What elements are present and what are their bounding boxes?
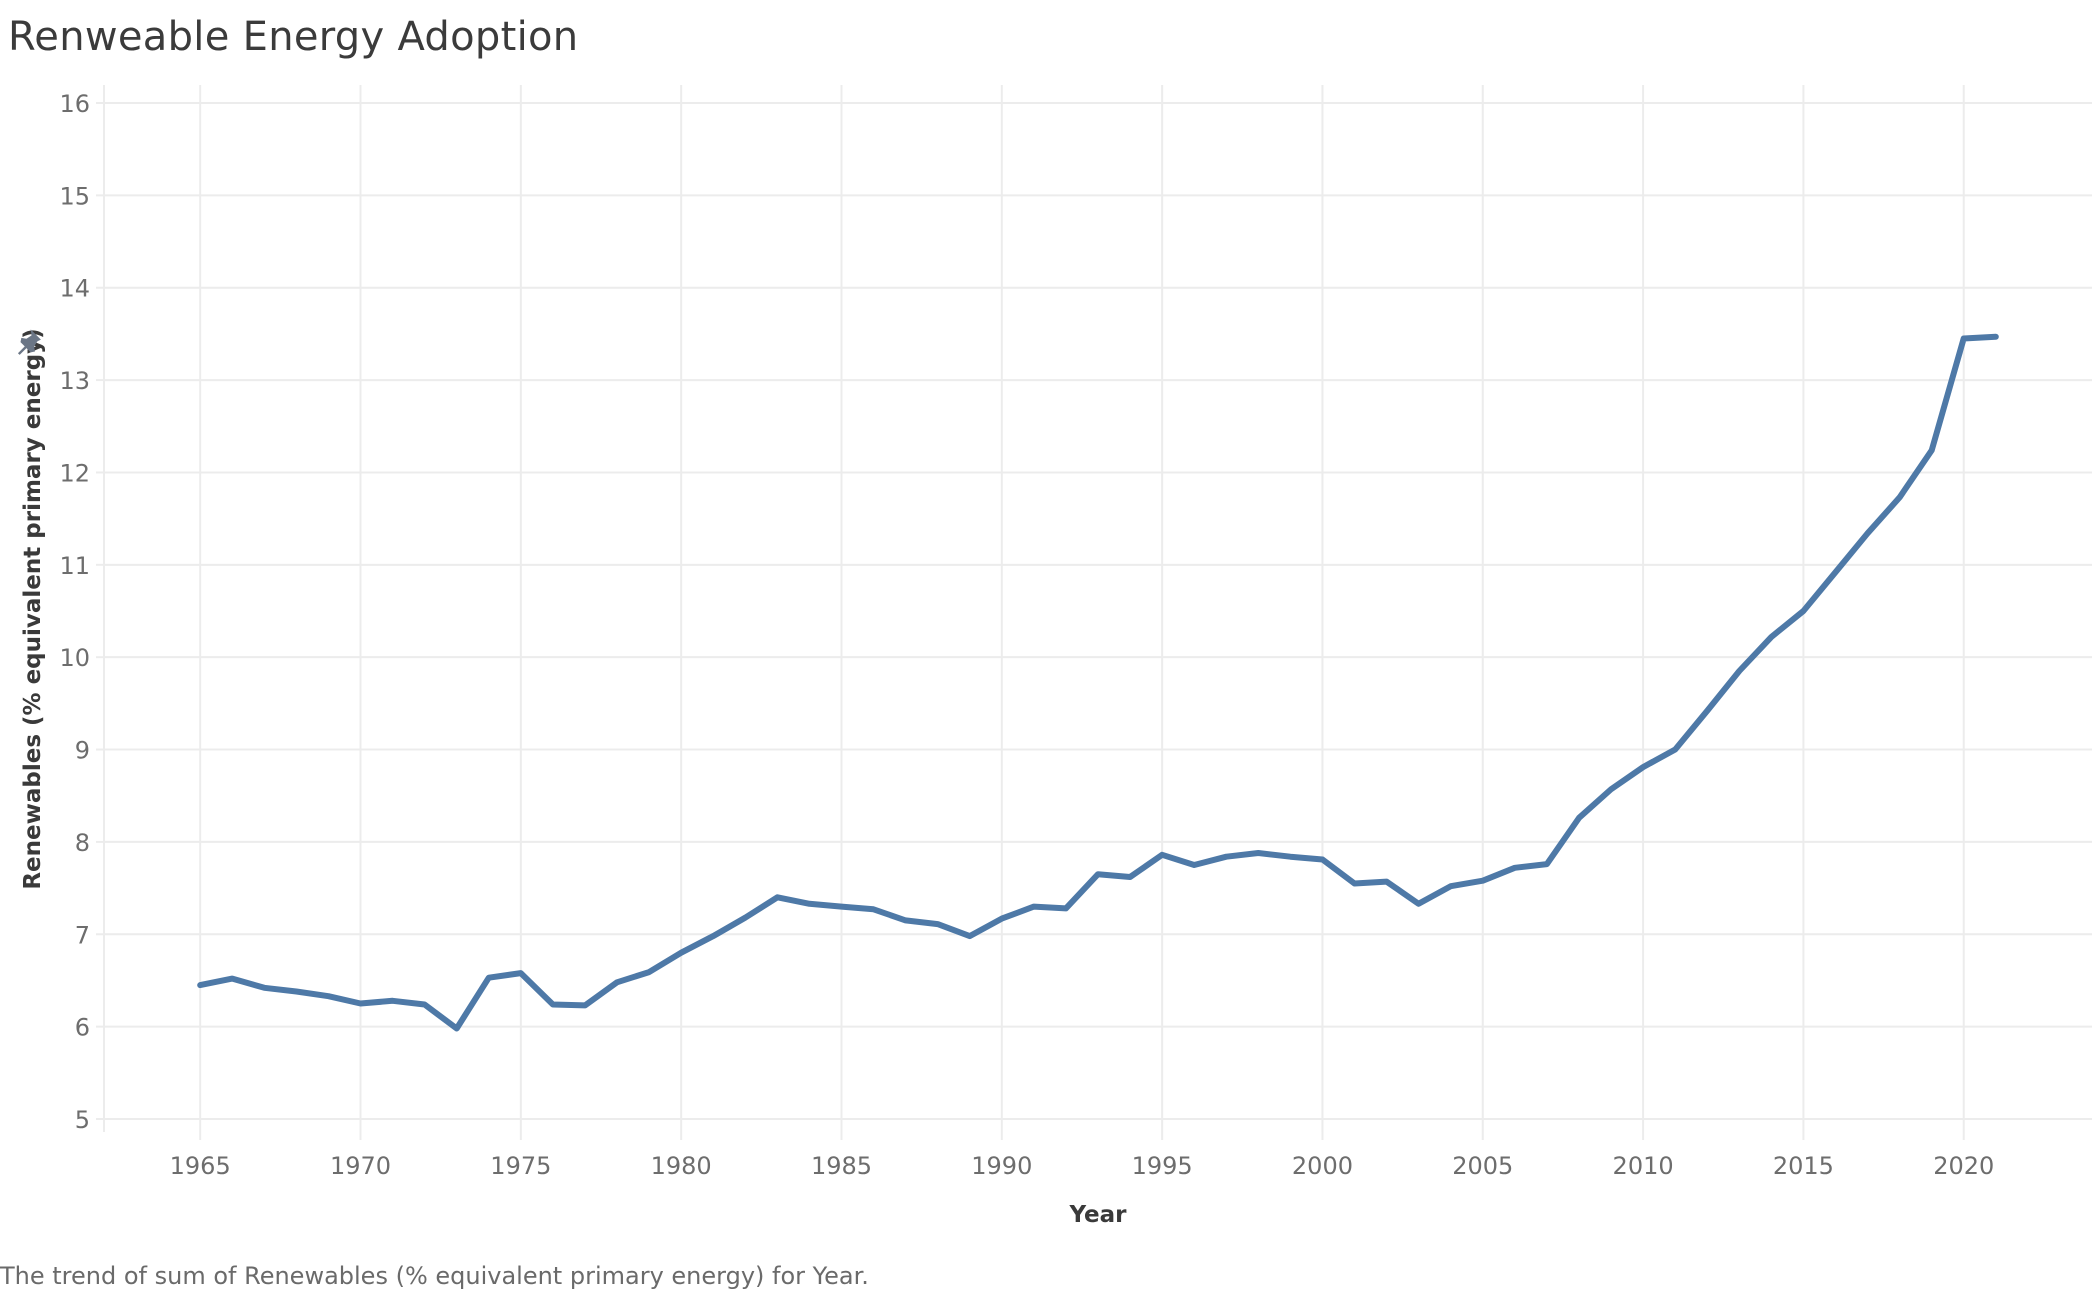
data-point[interactable] [1798, 606, 1808, 616]
data-point[interactable] [1317, 854, 1327, 864]
x-tick-label: 2005 [1452, 1152, 1513, 1180]
grid-layer [96, 85, 2092, 1140]
y-axis-title: Renewables (% equivalent primary energy) [20, 328, 46, 889]
x-tick-label: 1970 [330, 1152, 391, 1180]
data-point[interactable] [1446, 881, 1456, 891]
x-tick-label: 2010 [1613, 1152, 1674, 1180]
data-point[interactable] [1510, 863, 1520, 873]
series-line[interactable] [197, 333, 1999, 1032]
data-point[interactable] [1927, 445, 1937, 455]
data-point[interactable] [869, 904, 879, 914]
data-point[interactable] [452, 1023, 462, 1033]
chart-caption: The trend of sum of Renewables (% equiva… [0, 1262, 869, 1290]
data-point[interactable] [997, 914, 1007, 924]
y-tick-label: 13 [59, 367, 90, 395]
data-point[interactable] [1734, 666, 1744, 676]
data-point[interactable] [1061, 903, 1071, 913]
data-point[interactable] [1830, 567, 1840, 577]
data-point[interactable] [1895, 492, 1905, 502]
y-tick-label: 10 [59, 644, 90, 672]
data-point[interactable] [1157, 850, 1167, 860]
data-point[interactable] [644, 967, 654, 977]
data-point[interactable] [323, 991, 333, 1001]
data-point[interactable] [1766, 632, 1776, 642]
data-point[interactable] [1574, 813, 1584, 823]
y-tick-label: 12 [59, 459, 90, 487]
series-layer [195, 332, 2001, 1033]
data-point[interactable] [965, 931, 975, 941]
x-tick-label: 1975 [490, 1152, 551, 1180]
data-point[interactable] [804, 899, 814, 909]
chart-title: Renweable Energy Adoption [8, 14, 579, 60]
x-axis-title: Year [1068, 1202, 1127, 1228]
y-axis-ticks: 5 6 7 8 9 10 11 12 13 14 15 16 [59, 90, 90, 1134]
data-point[interactable] [388, 996, 398, 1006]
data-point[interactable] [1606, 784, 1616, 794]
data-point[interactable] [516, 968, 526, 978]
data-point[interactable] [227, 974, 237, 984]
data-point[interactable] [772, 892, 782, 902]
data-point[interactable] [1414, 899, 1424, 909]
data-point[interactable] [1285, 852, 1295, 862]
data-point[interactable] [580, 1000, 590, 1010]
data-point[interactable] [420, 999, 430, 1009]
data-point[interactable] [1478, 876, 1488, 886]
data-point[interactable] [740, 913, 750, 923]
y-tick-label: 7 [75, 921, 90, 949]
x-tick-label: 2000 [1292, 1152, 1353, 1180]
data-point[interactable] [1350, 878, 1360, 888]
data-point[interactable] [195, 980, 205, 990]
data-point[interactable] [1125, 872, 1135, 882]
data-point[interactable] [484, 973, 494, 983]
y-tick-label: 16 [59, 90, 90, 118]
y-tick-label: 14 [59, 275, 90, 303]
data-point[interactable] [356, 999, 366, 1009]
data-point[interactable] [259, 983, 269, 993]
y-tick-label: 5 [75, 1106, 90, 1134]
data-point[interactable] [1029, 902, 1039, 912]
x-tick-label: 2015 [1773, 1152, 1834, 1180]
data-point[interactable] [1959, 334, 1969, 344]
data-point[interactable] [836, 902, 846, 912]
pushpin-icon[interactable] [17, 329, 41, 355]
data-point[interactable] [1189, 860, 1199, 870]
x-axis-ticks: 1965 1970 1975 1980 1985 1990 1995 2000 2005 2010… [170, 1152, 1995, 1180]
y-tick-label: 6 [75, 1014, 90, 1042]
data-point[interactable] [612, 977, 622, 987]
x-tick-label: 1965 [170, 1152, 231, 1180]
data-point[interactable] [1863, 528, 1873, 538]
data-point[interactable] [708, 931, 718, 941]
data-point[interactable] [1093, 869, 1103, 879]
y-tick-label: 9 [75, 737, 90, 765]
y-tick-label: 15 [59, 182, 90, 210]
data-point[interactable] [1991, 332, 2001, 342]
x-tick-label: 1985 [811, 1152, 872, 1180]
x-tick-label: 2020 [1933, 1152, 1994, 1180]
data-point[interactable] [676, 948, 686, 958]
data-point[interactable] [1670, 745, 1680, 755]
x-tick-label: 1990 [971, 1152, 1032, 1180]
x-tick-label: 1995 [1132, 1152, 1193, 1180]
data-point[interactable] [1221, 852, 1231, 862]
data-point[interactable] [548, 999, 558, 1009]
data-point[interactable] [291, 987, 301, 997]
data-point[interactable] [1253, 848, 1263, 858]
data-point[interactable] [901, 915, 911, 925]
data-point[interactable] [1542, 859, 1552, 869]
y-tick-label: 11 [59, 552, 90, 580]
x-tick-label: 1980 [651, 1152, 712, 1180]
y-tick-label: 8 [75, 829, 90, 857]
data-point[interactable] [1382, 877, 1392, 887]
data-point[interactable] [1638, 762, 1648, 772]
data-point[interactable] [1702, 706, 1712, 716]
data-point[interactable] [933, 919, 943, 929]
